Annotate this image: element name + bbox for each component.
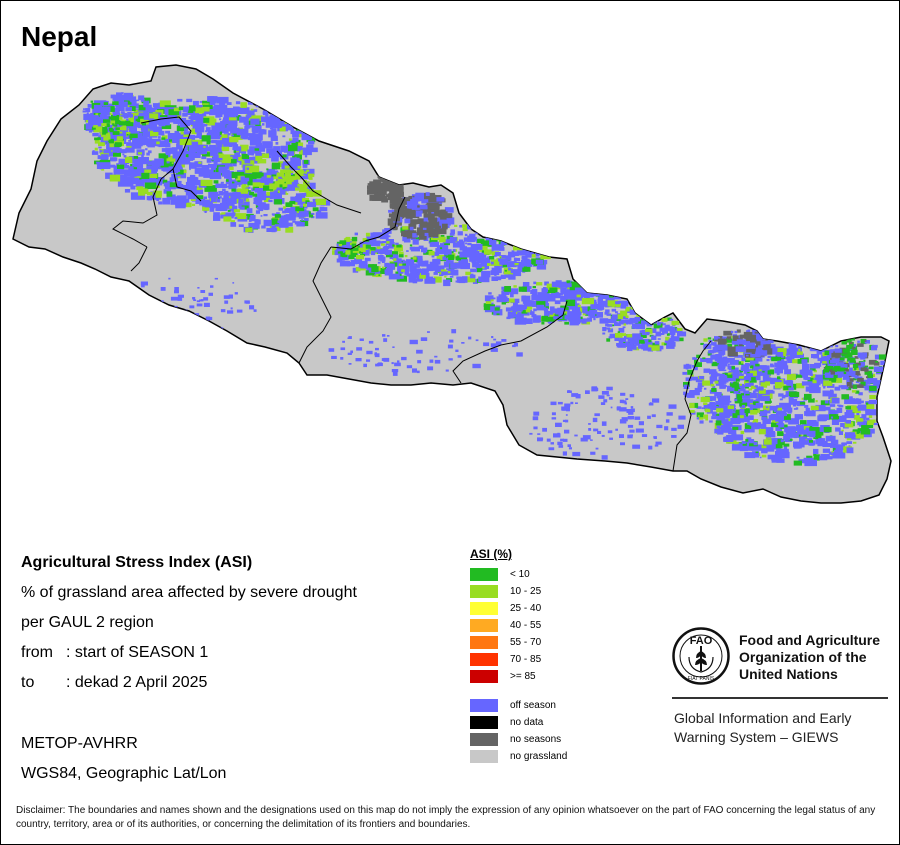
index-description: % of grassland area affected by severe d…: [21, 584, 357, 601]
legend-class-swatch: [470, 619, 498, 632]
region-boundary-line: [130, 246, 148, 272]
legend-title: ASI (%): [470, 547, 512, 561]
sensor-label: METOP-AVHRR: [21, 735, 138, 752]
fao-name-line2: Organization of the: [739, 649, 867, 665]
region-boundary-line: [112, 168, 174, 248]
legend-class-item: < 10: [470, 566, 567, 583]
legend-class-swatch: [470, 670, 498, 683]
fao-name-line1: Food and Agriculture: [739, 632, 881, 648]
fao-logo-motto: FIAT PANIS: [688, 676, 715, 682]
fao-divider: [672, 697, 888, 699]
legend-other-item: off season: [470, 697, 567, 714]
legend-class-item: 10 - 25: [470, 583, 567, 600]
legend-class-swatch: [470, 636, 498, 649]
region-boundary-line: [500, 300, 568, 346]
legend-other-label: no data: [510, 717, 544, 728]
legend-class-swatch: [470, 585, 498, 598]
giews-line1: Global Information and Early: [674, 710, 852, 726]
giews-line2: Warning System – GIEWS: [674, 729, 839, 745]
region-boundary-line: [298, 246, 332, 364]
legend-other-swatch: [470, 750, 498, 763]
projection-label: WGS84, Geographic Lat/Lon: [21, 765, 227, 782]
legend-class-item: 55 - 70: [470, 634, 567, 651]
legend-other-label: no seasons: [510, 734, 562, 745]
legend-other-item: no grassland: [470, 748, 567, 765]
legend-other-swatch: [470, 716, 498, 729]
fao-logo-icon: FAO FIAT PANIS: [672, 627, 730, 685]
region-boundary-line: [696, 340, 712, 362]
legend-class-label: 55 - 70: [510, 637, 542, 648]
region-boundary-line: [330, 240, 366, 250]
legend-class-item: 70 - 85: [470, 651, 567, 668]
index-unit: per GAUL 2 region: [21, 614, 154, 631]
legend-other-swatch: [470, 699, 498, 712]
from-value: : start of SEASON 1: [66, 644, 209, 661]
giews-label: Global Information and Early Warning Sys…: [674, 709, 851, 747]
to-value: : dekad 2 April 2025: [66, 674, 208, 691]
legend-other-label: off season: [510, 700, 556, 711]
region-boundaries: [112, 116, 712, 472]
map-title: Nepal: [21, 21, 98, 52]
legend-other-classes: off season no data no seasons no grassland: [470, 697, 567, 765]
legend-other-swatch: [470, 733, 498, 746]
region-boundary-line: [364, 196, 406, 242]
legend-other-item: no seasons: [470, 731, 567, 748]
period-to: to : dekad 2 April 2025: [21, 674, 207, 692]
fao-name-line3: United Nations: [739, 666, 838, 682]
nepal-map: [12, 64, 892, 504]
disclaimer-text: Disclaimer: The boundaries and names sho…: [16, 805, 876, 830]
fao-organization-name: Food and Agriculture Organization of the…: [739, 632, 880, 683]
asi-pixel-layer: [82, 92, 891, 467]
legend-class-item: 25 - 40: [470, 600, 567, 617]
from-label: from: [21, 644, 53, 661]
legend-class-swatch: [470, 653, 498, 666]
legend-class-item: 40 - 55: [470, 617, 567, 634]
legend-class-swatch: [470, 568, 498, 581]
legend-other-item: no data: [470, 714, 567, 731]
period-from: from : start of SEASON 1: [21, 644, 208, 662]
region-boundary-line: [276, 150, 362, 214]
index-title: Agricultural Stress Index (ASI): [21, 554, 253, 571]
legend-other-label: no grassland: [510, 751, 568, 762]
region-boundary-line: [672, 360, 698, 472]
region-boundary-line: [452, 344, 502, 384]
legend-class-label: 40 - 55: [510, 620, 542, 631]
legend-classes: < 10 10 - 25 25 - 40 40 - 55 55 - 70 70 - 85 >…: [470, 566, 567, 685]
legend-class-label: 10 - 25: [510, 586, 542, 597]
legend-class-label: 70 - 85: [510, 654, 542, 665]
region-boundary-line: [140, 116, 202, 202]
fao-logo-text: FAO: [690, 635, 713, 647]
legend-class-item: >= 85: [470, 668, 567, 685]
map-legend: ASI (%) < 10 10 - 25 25 - 40 40 - 55 55 - 70…: [470, 547, 567, 765]
legend-class-label: >= 85: [510, 671, 536, 682]
legend-class-swatch: [470, 602, 498, 615]
legend-class-label: < 10: [510, 569, 530, 580]
legend-class-label: 25 - 40: [510, 603, 542, 614]
to-label: to: [21, 674, 35, 691]
